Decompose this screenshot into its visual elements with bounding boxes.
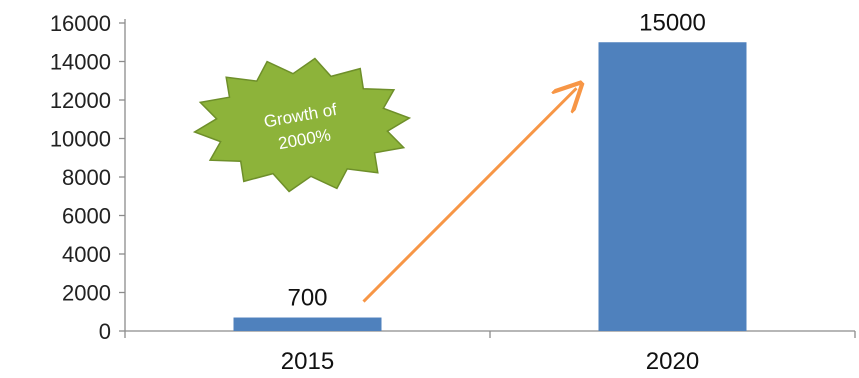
y-tick-label: 0 bbox=[99, 319, 111, 344]
y-tick-label: 12000 bbox=[50, 88, 111, 113]
x-axis: 2015 2020 bbox=[124, 330, 856, 375]
growth-arrow bbox=[362, 88, 577, 303]
growth-callout: Growth of 2000% bbox=[192, 57, 412, 193]
x-tick-label: 2020 bbox=[646, 348, 699, 375]
y-axis: 0 2000 4000 6000 8000 10000 12000 14000 16000 bbox=[50, 11, 126, 344]
y-tick-label: 4000 bbox=[62, 242, 111, 267]
growth-burst-shape bbox=[192, 57, 412, 193]
y-tick-label: 2000 bbox=[62, 281, 111, 306]
y-tick-label: 10000 bbox=[50, 127, 111, 152]
x-tick-label: 2015 bbox=[281, 348, 334, 375]
data-label-2020: 15000 bbox=[639, 9, 706, 36]
bars bbox=[233, 42, 747, 331]
y-tick-label: 14000 bbox=[50, 50, 111, 75]
bar-2015 bbox=[233, 317, 382, 331]
y-tick-label: 16000 bbox=[50, 11, 111, 36]
data-labels: 700 15000 bbox=[287, 9, 705, 311]
y-tick-label: 6000 bbox=[62, 204, 111, 229]
bar-2020 bbox=[598, 42, 747, 331]
y-tick-label: 8000 bbox=[62, 165, 111, 190]
data-label-2015: 700 bbox=[287, 285, 327, 312]
